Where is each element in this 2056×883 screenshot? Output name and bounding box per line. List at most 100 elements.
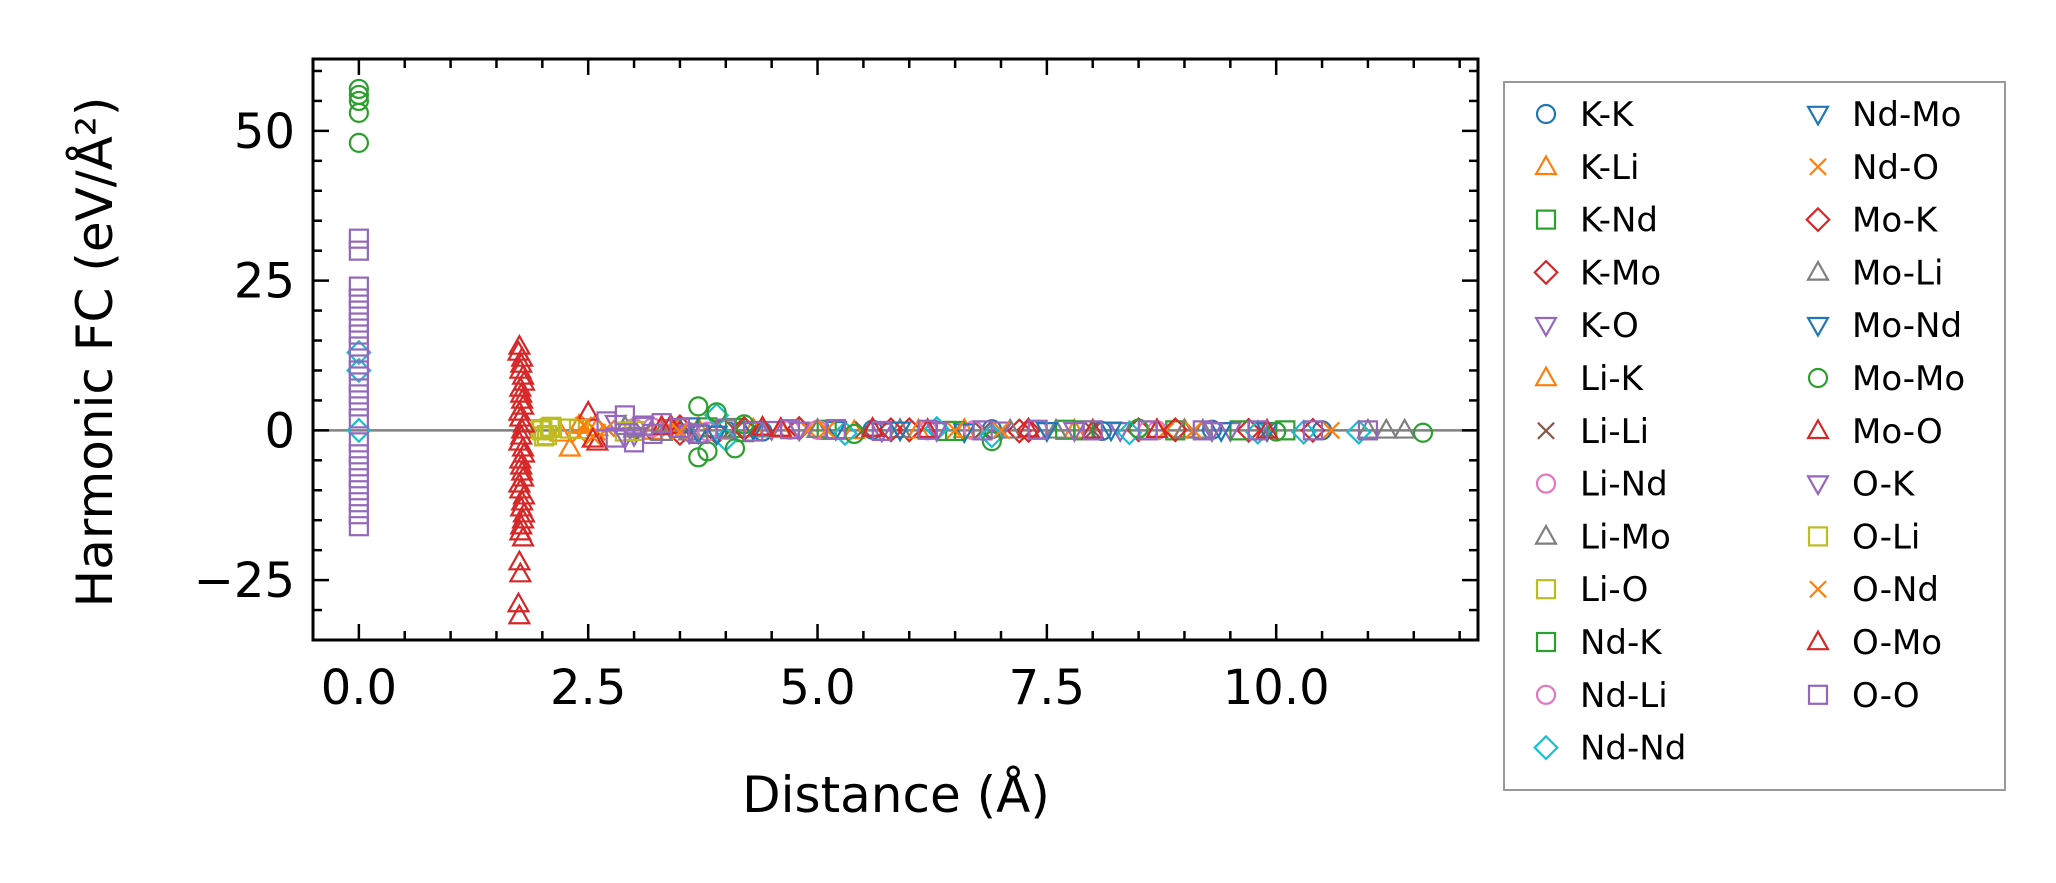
- point-o-o-36: [917, 419, 938, 440]
- legend-marker-mo-li: [1806, 259, 1830, 281]
- point-o-o-8: [348, 348, 369, 369]
- point-mo-k-3: [1015, 417, 1042, 444]
- point-li-mo-6: [1356, 417, 1380, 439]
- point-o-mo-13: [509, 495, 534, 517]
- point-mo-mo-15: [1412, 422, 1434, 443]
- point-o-o-9: [348, 360, 369, 381]
- legend-entry-nd-o: Nd-O: [1809, 148, 1939, 188]
- plot-frame: [311, 57, 1480, 642]
- point-o-o-21: [348, 516, 369, 537]
- point-mo-o-10: [509, 453, 534, 475]
- legend-label-nd-k: Nd-K: [1580, 623, 1663, 663]
- point-o-nd-1: [583, 428, 602, 446]
- point-o-o-34: [825, 419, 846, 440]
- point-nd-nd-10: [1290, 419, 1317, 445]
- legend-label-k-k: K-K: [1580, 95, 1635, 135]
- data-points-layer: [346, 78, 1434, 625]
- legend-entry-o-o: O-O: [1807, 676, 1920, 716]
- point-o-mo-9: [508, 447, 533, 469]
- point-mo-li-2: [805, 417, 830, 439]
- legend-entry-li-k: Li-K: [1534, 359, 1645, 399]
- point-o-o-6: [348, 324, 369, 345]
- point-nd-o-7: [1322, 421, 1341, 440]
- legend-label-o-k: O-K: [1852, 465, 1916, 505]
- point-o-o-37: [972, 420, 993, 441]
- point-nd-nd-8: [1116, 419, 1143, 446]
- ticks-layer: [311, 59, 1478, 642]
- point-o-o-32: [743, 421, 764, 442]
- point-k-o-5: [989, 421, 1013, 443]
- legend-label-k-mo: K-Mo: [1580, 253, 1661, 293]
- point-o-o-1: [348, 240, 369, 261]
- point-mo-o-15: [509, 513, 534, 535]
- legend-marker-li-li: [1537, 421, 1555, 440]
- legend-marker-nd-k: [1535, 631, 1557, 653]
- point-o-o-24: [614, 405, 635, 426]
- legend-entry-k-li: K-Li: [1534, 148, 1639, 188]
- legend-marker-li-nd: [1535, 473, 1557, 494]
- legend-label-nd-o: Nd-O: [1852, 148, 1939, 188]
- point-mo-o-4: [509, 381, 534, 403]
- point-mo-li-6: [1392, 417, 1417, 439]
- legend-entry-k-mo: K-Mo: [1533, 253, 1661, 293]
- y-tick-label: 0: [264, 403, 295, 459]
- legend-entry-mo-k: Mo-K: [1805, 201, 1939, 241]
- legend-label-li-nd: Li-Nd: [1580, 465, 1668, 505]
- legend-label-li-mo: Li-Mo: [1580, 517, 1671, 557]
- point-o-mo-5: [507, 399, 532, 421]
- point-k-mo-3: [896, 416, 923, 443]
- legend-label-nd-nd: Nd-Nd: [1580, 729, 1686, 769]
- point-o-k-5: [1062, 422, 1087, 443]
- point-k-o-3: [759, 420, 784, 442]
- legend-label-o-mo: O-Mo: [1852, 623, 1942, 663]
- legend-label-mo-o: Mo-O: [1852, 412, 1943, 452]
- x-tick-label: 5.0: [779, 660, 855, 716]
- point-o-o-11: [348, 384, 369, 405]
- point-mo-o-20: [507, 603, 532, 625]
- point-o-o-18: [348, 480, 369, 501]
- legend-entry-mo-o: Mo-O: [1806, 412, 1943, 452]
- legend-frame: [1503, 81, 2006, 791]
- axes-layer: [311, 57, 1480, 642]
- point-o-mo-15: [508, 519, 533, 541]
- point-mo-o-18: [508, 561, 533, 583]
- point-mo-mo-3: [348, 102, 369, 124]
- legend-entry-mo-nd: Mo-Nd: [1806, 306, 1962, 346]
- legend-marker-k-o: [1534, 316, 1558, 338]
- point-li-mo-5: [1191, 417, 1215, 439]
- legend-marker-k-nd: [1535, 209, 1557, 230]
- legend-entry-k-k: K-K: [1535, 95, 1635, 135]
- point-mo-nd-2: [888, 421, 912, 443]
- legend-label-k-o: K-O: [1580, 306, 1639, 346]
- point-mo-o-19: [506, 591, 531, 613]
- point-o-o-10: [348, 372, 369, 393]
- point-o-mo-20: [1080, 417, 1105, 439]
- legend-label-mo-nd: Mo-Nd: [1852, 306, 1962, 346]
- legend-marker-o-mo: [1806, 629, 1830, 651]
- legend-marker-o-k: [1806, 475, 1830, 497]
- point-nd-nd-5: [832, 420, 858, 447]
- point-mo-k-5: [1300, 417, 1326, 444]
- point-k-li-3: [842, 418, 867, 440]
- point-nd-o-5: [946, 421, 965, 440]
- series-o-o: [348, 228, 1379, 537]
- point-o-o-16: [348, 456, 369, 477]
- legend-marker-mo-mo: [1807, 367, 1829, 389]
- legend-label-li-o: Li-O: [1580, 570, 1648, 610]
- point-li-mo-3: [888, 417, 912, 439]
- point-o-o-4: [348, 300, 369, 321]
- point-o-mo-1: [509, 351, 534, 373]
- point-o-o-17: [348, 468, 369, 489]
- legend-entry-o-nd: O-Nd: [1809, 570, 1939, 610]
- point-o-mo-16: [581, 426, 605, 448]
- point-o-o-15: [348, 444, 369, 465]
- legend-marker-o-li: [1807, 526, 1829, 547]
- point-o-o-43: [1302, 420, 1323, 441]
- point-o-o-3: [348, 288, 369, 309]
- point-mo-mo-4: [348, 132, 369, 153]
- legend-marker-o-o: [1807, 684, 1829, 705]
- legend-entry-k-o: K-O: [1534, 306, 1639, 346]
- point-o-o-33: [779, 419, 801, 440]
- point-li-mo-4: [1044, 417, 1068, 439]
- legend-marker-mo-k: [1805, 206, 1831, 233]
